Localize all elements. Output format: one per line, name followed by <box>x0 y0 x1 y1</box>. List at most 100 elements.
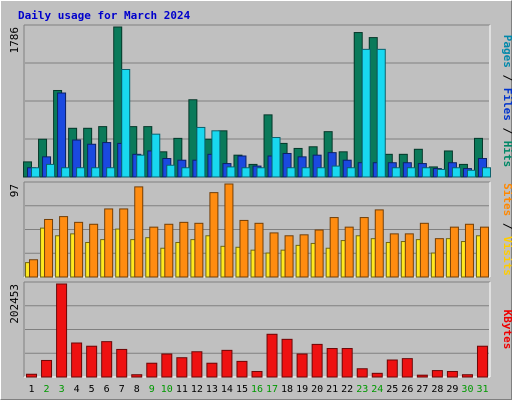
bar-kbytes-day-13 <box>206 362 218 378</box>
day-label-7: 7 <box>119 384 125 395</box>
day-label-18: 18 <box>281 384 293 395</box>
bar-pages-day-11 <box>181 167 191 178</box>
day-label-9: 9 <box>149 384 155 395</box>
bar-kbytes-day-1 <box>26 373 38 378</box>
bar-kbytes-day-18 <box>281 338 293 378</box>
legend-item-sites: Sites <box>501 183 512 216</box>
day-label-17: 17 <box>266 384 278 395</box>
legend: KBytes <box>501 310 512 350</box>
bar-kbytes-day-30 <box>461 374 473 378</box>
bar-pages-day-4 <box>76 167 86 178</box>
bar-pages-day-26 <box>406 167 416 178</box>
bar-sites-day-5 <box>89 223 99 278</box>
bar-sites-day-19 <box>299 234 309 278</box>
legend: Pages / Files / Hits <box>501 35 512 168</box>
day-label-27: 27 <box>416 384 428 395</box>
bar-sites-day-24 <box>374 209 384 278</box>
bar-sites-day-11 <box>179 221 189 278</box>
bar-pages-day-18 <box>286 167 296 178</box>
legend-separator: / <box>501 68 512 88</box>
bar-kbytes-day-16 <box>251 370 263 378</box>
day-label-2: 2 <box>44 384 50 395</box>
bar-sites-day-23 <box>359 217 369 278</box>
bar-pages-day-5 <box>91 167 101 178</box>
bar-kbytes-day-6 <box>101 341 113 378</box>
bar-sites-day-17 <box>269 232 279 278</box>
bar-kbytes-day-12 <box>191 351 203 378</box>
legend-text: Pages / Files / Hits <box>501 35 512 168</box>
day-label-29: 29 <box>446 384 458 395</box>
bar-kbytes-day-28 <box>431 370 443 378</box>
bar-kbytes-day-20 <box>311 343 323 378</box>
bar-pages-day-13 <box>211 130 221 178</box>
axis-max-label: 202453 <box>8 284 21 324</box>
bar-kbytes-day-11 <box>176 357 188 378</box>
legend-text: Sites / Visits <box>501 183 512 276</box>
bar-pages-day-29 <box>451 167 461 178</box>
bar-sites-day-9 <box>149 226 159 278</box>
day-label-26: 26 <box>401 384 413 395</box>
bar-sites-day-4 <box>74 221 84 278</box>
bar-sites-day-26 <box>404 233 414 278</box>
bar-sites-day-21 <box>329 217 339 278</box>
bar-sites-day-6 <box>104 208 114 278</box>
panel-2: 97 Sites / Visits <box>8 181 512 278</box>
bar-pages-day-31 <box>481 167 491 178</box>
day-label-16: 16 <box>251 384 263 395</box>
bar-sites-day-29 <box>449 226 459 278</box>
day-label-28: 28 <box>431 384 443 395</box>
bar-sites-day-25 <box>389 233 399 278</box>
legend-text: KBytes <box>501 310 512 350</box>
day-label-14: 14 <box>221 384 233 395</box>
legend-separator: / <box>501 216 512 236</box>
bar-pages-day-2 <box>46 163 56 178</box>
bar-kbytes-day-15 <box>236 360 248 378</box>
bar-sites-day-13 <box>209 192 219 278</box>
day-label-11: 11 <box>176 384 188 395</box>
bar-kbytes-day-26 <box>401 358 413 378</box>
bar-sites-day-27 <box>419 222 429 278</box>
bar-pages-day-22 <box>346 167 356 178</box>
bar-kbytes-day-10 <box>161 353 173 378</box>
bar-sites-day-1 <box>29 259 39 278</box>
bar-kbytes-day-19 <box>296 353 308 378</box>
bar-kbytes-day-21 <box>326 348 338 378</box>
bar-pages-day-30 <box>466 169 476 178</box>
legend-item-kbytes: KBytes <box>501 310 512 350</box>
bar-pages-day-7 <box>121 68 131 178</box>
bar-hits-day-23 <box>353 32 363 178</box>
chart-title: Daily usage for March 2024 <box>18 9 191 22</box>
bar-kbytes-day-31 <box>476 345 488 378</box>
bar-sites-day-28 <box>434 238 444 278</box>
bar-pages-day-24 <box>376 48 386 178</box>
bar-pages-day-20 <box>316 167 326 178</box>
bar-kbytes-day-17 <box>266 333 278 378</box>
bar-pages-day-16 <box>256 167 266 178</box>
bar-pages-day-12 <box>196 126 206 178</box>
bar-kbytes-day-4 <box>71 342 83 378</box>
bar-pages-day-28 <box>436 168 446 178</box>
bar-pages-day-17 <box>271 137 281 178</box>
bar-pages-day-23 <box>361 48 371 178</box>
bar-kbytes-day-25 <box>386 359 398 378</box>
panel-3: 202453 KBytes <box>8 281 512 378</box>
bar-kbytes-day-2 <box>41 359 53 378</box>
bar-kbytes-day-5 <box>86 345 98 378</box>
bar-pages-day-21 <box>331 165 341 178</box>
day-label-24: 24 <box>371 384 383 395</box>
day-label-15: 15 <box>236 384 248 395</box>
bar-kbytes-day-22 <box>341 348 353 378</box>
bar-sites-day-14 <box>224 183 234 278</box>
day-label-19: 19 <box>296 384 308 395</box>
bar-kbytes-day-8 <box>131 374 143 378</box>
legend-item-hits: Hits <box>501 141 512 168</box>
bar-pages-day-25 <box>391 167 401 178</box>
day-label-31: 31 <box>476 384 488 395</box>
bar-sites-day-7 <box>119 208 129 278</box>
legend-item-files: Files <box>501 88 512 121</box>
day-label-1: 1 <box>29 384 35 395</box>
bar-sites-day-8 <box>134 186 144 278</box>
bar-pages-day-27 <box>421 167 431 178</box>
bar-sites-day-18 <box>284 235 294 278</box>
day-label-25: 25 <box>386 384 398 395</box>
